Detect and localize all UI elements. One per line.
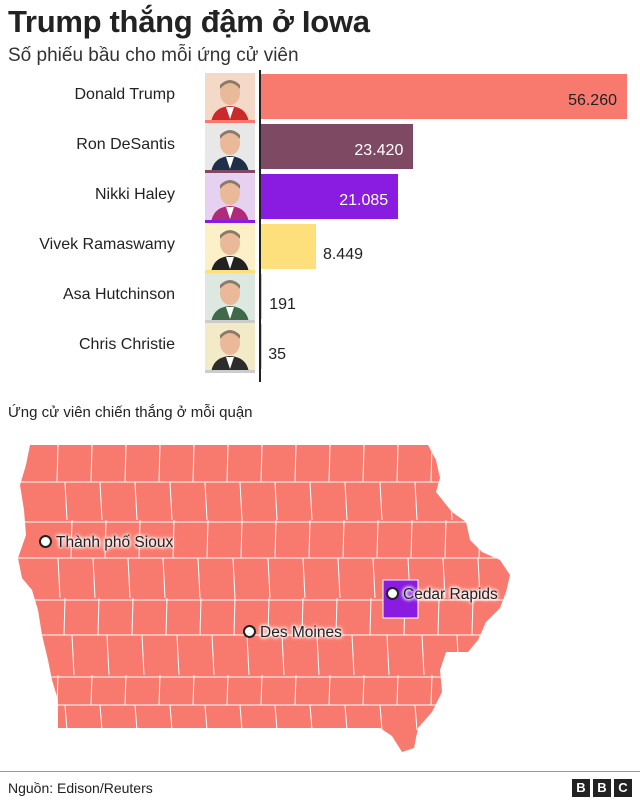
iowa-county-map [18,445,510,752]
bar [261,274,263,319]
candidate-portrait [205,173,255,223]
bar-value-label: 21.085 [339,192,389,209]
map-title: Ứng cử viên chiến thắng ở mỗi quận [8,404,253,421]
city-des-moines: Des Moines [243,624,342,642]
bar [261,124,414,169]
footer-divider [0,771,640,772]
city-sioux-label: Thành phố Sioux [56,534,174,551]
city-cedar-rapids: Cedar Rapids [386,586,498,604]
chart-title: Trump thắng đậm ở Iowa [8,4,370,39]
bar-value-label: 8.449 [322,246,363,263]
candidate-portrait [205,323,255,373]
bbc-logo-letter: B [593,779,611,797]
city-des-moines-label: Des Moines [260,624,342,641]
axis-line [259,70,261,382]
candidate-name: Vivek Ramaswamy [39,236,175,253]
city-dot-icon [386,586,399,600]
bar-value-label: 23.420 [354,142,404,159]
candidate-portrait [205,73,255,123]
iowa-map: Thành phố Sioux Des Moines Cedar Rapids [0,430,640,760]
bar [261,74,627,119]
chart-subtitle: Số phiếu bầu cho mỗi ứng cử viên [8,45,299,66]
bar-value-label: 191 [269,296,296,313]
source-note: Nguồn: Edison/Reuters [8,780,153,796]
candidate-portrait [205,123,255,173]
candidate-portrait [205,273,255,323]
city-dot-icon [39,534,52,548]
city-sioux: Thành phố Sioux [39,534,173,552]
bbc-logo: B B C [572,779,632,797]
city-dot-icon [243,624,256,638]
candidate-portrait [205,223,255,273]
bar-value-label: 56.260 [568,92,617,109]
bar [261,174,399,219]
candidate-name: Ron DeSantis [76,136,175,153]
city-cedar-rapids-label: Cedar Rapids [403,586,498,603]
bbc-logo-letter: B [572,779,590,797]
candidate-name: Donald Trump [74,86,176,103]
bar-value-label: 35 [268,346,287,363]
candidate-name: Asa Hutchinson [62,286,175,303]
bar-chart: Donald Trump 56.260 Ron DeSantis 23.420 Nikk… [0,0,640,400]
bar [261,224,316,269]
bbc-logo-letter: C [614,779,632,797]
candidate-name: Nikki Haley [94,186,175,203]
candidate-name: Chris Christie [78,336,175,353]
